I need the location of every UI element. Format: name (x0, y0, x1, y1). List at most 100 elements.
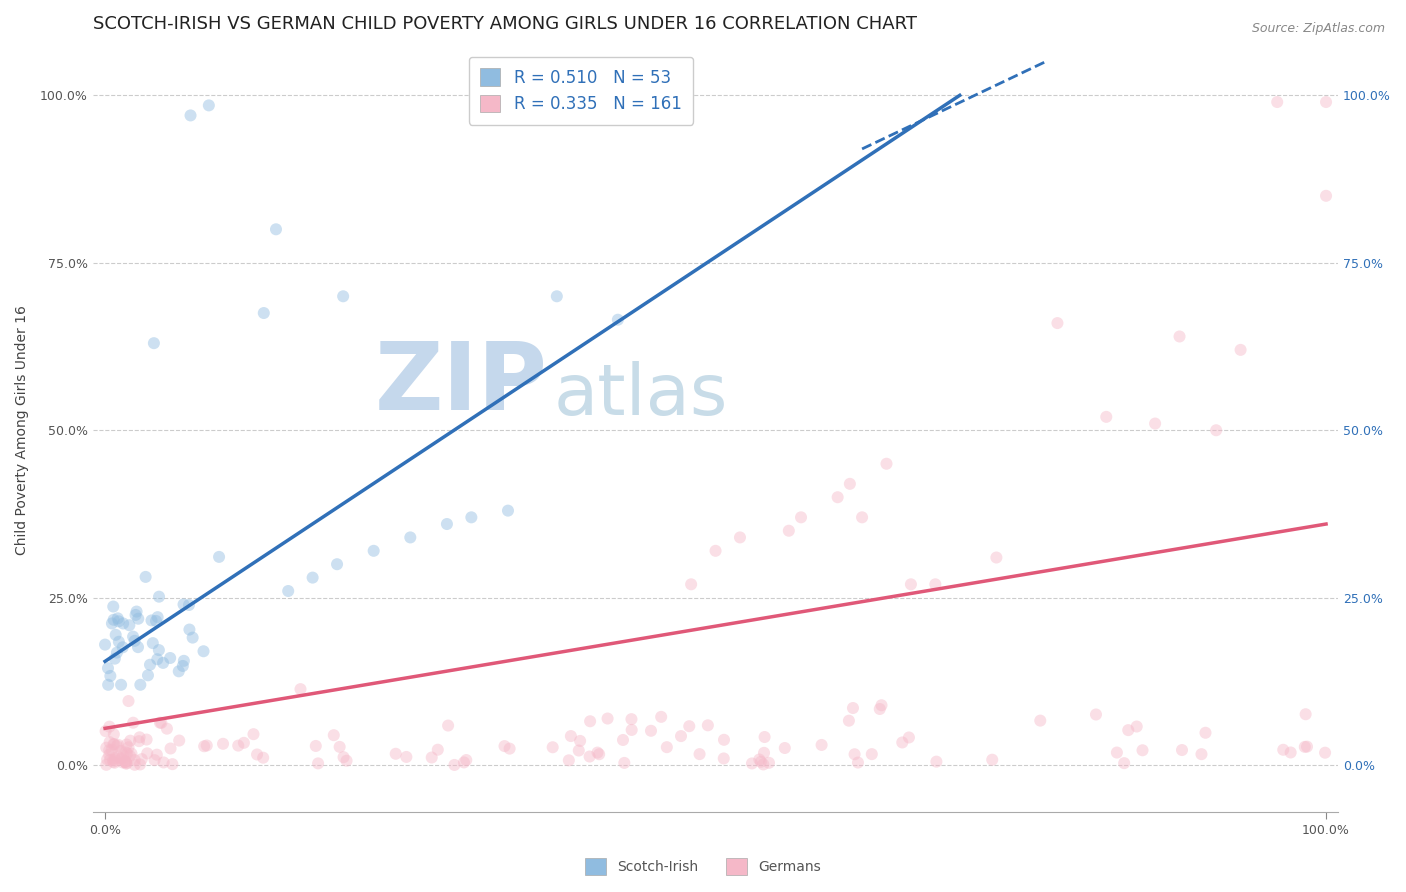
Point (115, 738, 138, 752)
Point (159, 741, 181, 756)
Point (208, 549, 231, 564)
Point (395, 750, 418, 764)
Point (876, 457, 898, 471)
Point (290, 682, 312, 697)
Point (127, 640, 149, 654)
Point (897, 731, 920, 745)
Point (226, 739, 249, 753)
Point (98, 720, 121, 734)
Point (925, 755, 948, 769)
Point (96, 752, 118, 766)
Point (114, 755, 136, 769)
Point (148, 643, 170, 657)
Point (167, 665, 190, 679)
Text: Source: ZipAtlas.com: Source: ZipAtlas.com (1251, 22, 1385, 36)
Point (156, 722, 179, 736)
Point (1171, 743, 1194, 757)
Point (122, 715, 145, 730)
Point (115, 756, 138, 771)
Point (620, 723, 643, 737)
Point (104, 754, 127, 768)
Point (460, 510, 482, 524)
Point (101, 753, 124, 767)
Point (678, 719, 700, 733)
Point (569, 734, 592, 748)
Point (1144, 417, 1167, 431)
Point (924, 577, 946, 591)
Point (436, 516, 458, 531)
Point (193, 739, 215, 754)
Point (141, 614, 163, 628)
Point (232, 736, 254, 750)
Point (105, 739, 128, 753)
Point (143, 753, 166, 767)
Point (107, 611, 129, 625)
Point (114, 755, 136, 769)
Point (1315, 95, 1337, 109)
Point (301, 571, 323, 585)
Point (1132, 743, 1154, 757)
Point (115, 747, 138, 761)
Point (613, 756, 636, 770)
Point (110, 752, 132, 766)
Point (860, 747, 883, 761)
Point (172, 659, 194, 673)
Point (264, 222, 287, 236)
Y-axis label: Child Poverty Among Girls Under 16: Child Poverty Among Girls Under 16 (15, 305, 30, 555)
Point (103, 613, 125, 627)
Text: SCOTCH-IRISH VS GERMAN CHILD POVERTY AMONG GIRLS UNDER 16 CORRELATION CHART: SCOTCH-IRISH VS GERMAN CHILD POVERTY AMO… (93, 15, 917, 33)
Point (136, 747, 159, 761)
Point (180, 108, 202, 122)
Point (193, 644, 215, 658)
Point (752, 746, 775, 760)
Point (148, 590, 170, 604)
Point (100, 743, 122, 757)
Point (131, 752, 153, 766)
Point (242, 727, 264, 741)
Point (586, 746, 609, 760)
Text: ZIP: ZIP (374, 338, 547, 431)
Point (305, 739, 328, 753)
Point (541, 740, 564, 755)
Point (152, 656, 174, 670)
Point (851, 510, 873, 524)
Point (437, 718, 460, 732)
Point (790, 510, 813, 524)
Point (456, 753, 478, 767)
Point (778, 524, 800, 538)
Point (335, 754, 357, 768)
Point (713, 732, 735, 747)
Point (704, 544, 727, 558)
Point (124, 757, 146, 772)
Point (748, 752, 770, 766)
Point (606, 312, 628, 326)
Point (159, 651, 181, 665)
Point (846, 756, 869, 770)
Point (981, 753, 1004, 767)
Point (384, 747, 406, 761)
Point (252, 750, 274, 764)
Point (114, 755, 136, 769)
Point (696, 718, 718, 732)
Point (420, 750, 443, 764)
Point (198, 98, 221, 112)
Point (326, 558, 349, 572)
Point (128, 731, 150, 745)
Point (1313, 746, 1336, 760)
Point (110, 744, 132, 758)
Point (107, 750, 129, 764)
Point (104, 751, 127, 765)
Point (118, 618, 141, 632)
Point (98, 753, 121, 767)
Point (1105, 746, 1128, 760)
Point (181, 631, 204, 645)
Point (842, 701, 865, 715)
Point (1205, 423, 1227, 437)
Point (1116, 723, 1139, 738)
Point (1279, 746, 1302, 760)
Point (496, 503, 519, 517)
Point (127, 612, 149, 626)
Point (1125, 719, 1147, 733)
Point (124, 753, 146, 767)
Point (103, 737, 125, 751)
